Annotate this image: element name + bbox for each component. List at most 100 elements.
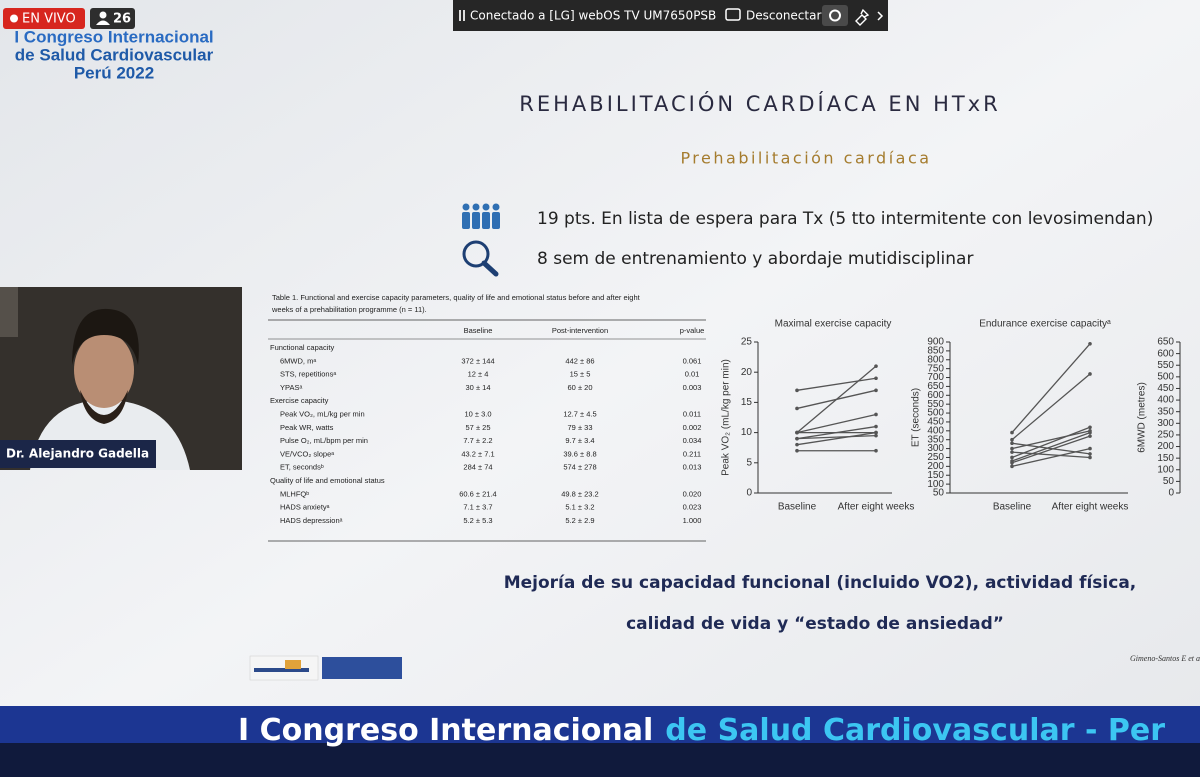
pin-icon[interactable] <box>855 8 870 26</box>
y-tick-label: 900 <box>927 337 944 348</box>
subject-point <box>1010 459 1014 463</box>
subject-point <box>1088 452 1092 456</box>
subject-point <box>874 388 878 393</box>
table-row-label: Peak VO₂, mL/kg per min <box>280 409 365 418</box>
table-cell: 0.023 <box>683 503 702 512</box>
conclusion-text: calidad de vida y “estado de ansiedad” <box>626 614 1004 634</box>
cast-icon[interactable] <box>725 8 741 21</box>
table-section: Functional capacity <box>270 343 334 352</box>
table-cell: 43.2 ± 7.1 <box>461 449 494 458</box>
charts: Maximal exercise capacity 0 5 10 15 20 25 Peak … <box>721 319 1181 513</box>
viewer-icon <box>99 11 107 19</box>
x-tick-label: After eight weeks <box>1052 502 1129 513</box>
table-cell: 0.061 <box>683 356 702 365</box>
more-icon[interactable] <box>877 11 884 21</box>
subject-point <box>874 430 878 435</box>
y-tick-label: 10 <box>741 427 753 438</box>
subject-line <box>796 434 877 440</box>
table-cell: 0.003 <box>683 383 702 392</box>
subject-point <box>1010 437 1014 442</box>
y2-tick-label: 600 <box>1157 348 1174 359</box>
subject-line <box>1011 451 1091 459</box>
subject-point <box>1088 341 1092 346</box>
table-row-label: 6MWD, mᵃ <box>280 356 316 365</box>
live-dot <box>10 14 18 23</box>
subject-point <box>1088 446 1092 451</box>
subject-point <box>874 448 878 453</box>
subject-line <box>1011 431 1091 462</box>
table-caption: weeks of a prehabilitation programme (n … <box>271 305 427 314</box>
y2-tick-label: 200 <box>1157 441 1174 452</box>
y-tick-label: 200 <box>927 461 944 472</box>
table-caption: Table 1. Functional and exercise capacit… <box>272 293 641 302</box>
table-row-label: Peak WR, watts <box>280 423 334 432</box>
settings-button[interactable] <box>822 5 848 26</box>
subject-line <box>796 377 877 391</box>
y2-tick-label: 450 <box>1157 383 1174 394</box>
y-tick-label: 850 <box>927 346 944 357</box>
webcam-background <box>0 287 18 337</box>
subject-point <box>874 364 878 368</box>
pause-icon[interactable] <box>463 10 465 21</box>
table-cell: 5.2 ± 5.3 <box>463 516 492 525</box>
y2-tick-label: 400 <box>1157 395 1174 406</box>
subject-point <box>1088 430 1092 435</box>
table-row-label: MLHFQᵇ <box>280 489 309 498</box>
y-tick-label: 350 <box>927 434 944 445</box>
subject-point <box>795 436 799 441</box>
table-row-label: STS, repetitionsᵃ <box>280 370 336 379</box>
live-badge <box>3 8 85 29</box>
table-cell: 1.000 <box>683 516 702 525</box>
y2-tick-label: 100 <box>1157 464 1174 475</box>
table-cell: 442 ± 86 <box>565 356 594 365</box>
tv-bezel <box>0 743 1200 777</box>
webcam-person <box>80 390 128 424</box>
disconnect-button[interactable]: Desconectar <box>746 9 821 23</box>
subject-point <box>795 388 799 393</box>
subject-point <box>1088 455 1092 460</box>
pause-icon[interactable] <box>459 10 461 21</box>
subject-line <box>1011 442 1091 455</box>
table-cell: 15 ± 5 <box>570 370 591 379</box>
subject-line <box>1011 343 1091 434</box>
y-tick-label: 20 <box>741 367 753 378</box>
table-row-label: HADS anxietyᵃ <box>280 503 330 512</box>
bullet-text: 8 sem de entrenamiento y abordaje mutidi… <box>537 249 973 269</box>
table-cell: 574 ± 278 <box>563 463 596 472</box>
y-tick-label: 5 <box>746 457 752 468</box>
chart-title: Endurance exercise capacityᵃ <box>979 319 1111 330</box>
y2-tick-label: 550 <box>1157 360 1174 371</box>
table-section: Exercise capacity <box>270 396 329 405</box>
webcam-person <box>72 308 139 365</box>
table-cell: 60.6 ± 21.4 <box>459 489 496 498</box>
subject-point <box>795 430 799 435</box>
y2-tick-label: 150 <box>1157 453 1174 464</box>
y-axis-label: Peak VO₂ (mL/kg per min) <box>721 359 732 476</box>
table-cell: 7.1 ± 3.7 <box>463 503 492 512</box>
presenter-name: Dr. Alejandro Gadella <box>6 447 149 461</box>
y-axis-label: ET (seconds) <box>911 388 922 447</box>
y-tick-label: 50 <box>933 488 945 499</box>
presenter-label <box>0 440 156 468</box>
banner-part: de Salud Cardiovascular - Per <box>665 713 1165 748</box>
subject-point <box>874 424 878 429</box>
y-tick-label: 15 <box>741 397 753 408</box>
results-table: Table 1. Functional and exercise capacit… <box>268 293 706 542</box>
table-cell: 7.7 ± 2.2 <box>463 436 492 445</box>
subject-line <box>796 413 877 434</box>
subject-point <box>1088 372 1092 376</box>
table-row-label: HADS depressionᵃ <box>280 516 343 525</box>
table-row-label: VE/VCO₂ slopeᵃ <box>280 449 334 458</box>
y-tick-label: 25 <box>741 337 753 348</box>
y-tick-label: 700 <box>927 372 944 383</box>
table-cell: 0.034 <box>683 436 702 445</box>
x-tick-label: Baseline <box>993 502 1032 513</box>
y2-tick-label: 350 <box>1157 406 1174 417</box>
viewer-icon <box>96 20 110 25</box>
magnifier-icon <box>462 240 499 277</box>
y2-tick-label: 250 <box>1157 430 1174 441</box>
table-cell: 0.211 <box>683 449 701 458</box>
conclusion-text: Mejoría de su capacidad funcional (inclu… <box>504 573 1137 593</box>
table-header: p-value <box>680 326 705 335</box>
settings-icon[interactable] <box>829 9 841 22</box>
